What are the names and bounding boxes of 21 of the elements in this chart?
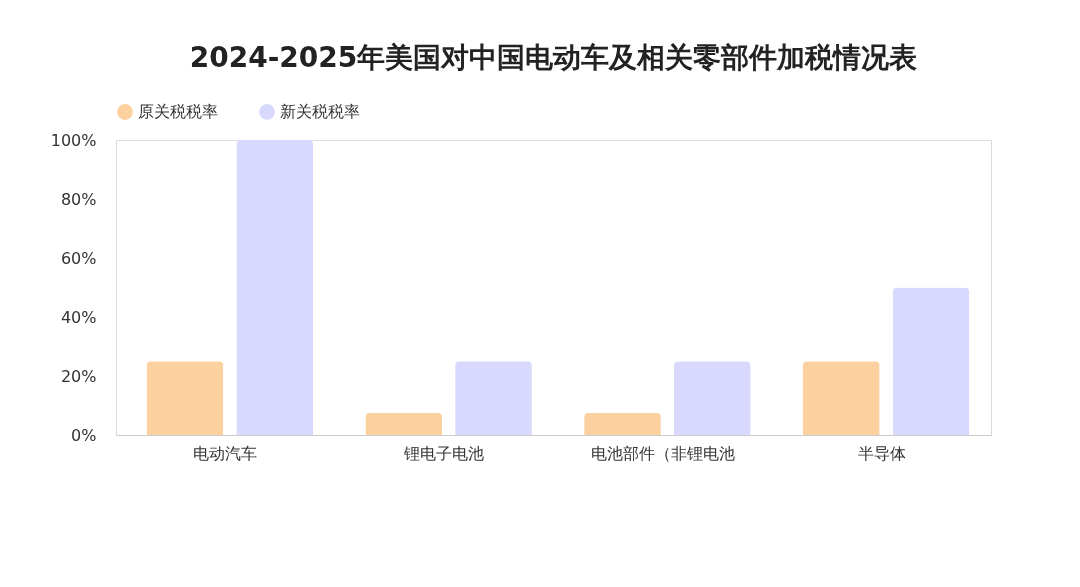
bar [892,287,970,435]
y-tick-label: 80% [60,189,97,209]
x-tick-label: 电池部件（非锂电池 [590,443,735,463]
chart-title: 2024-2025年美国对中国电动车及相关零部件加税情况表 [189,41,918,74]
y-tick-label: 60% [60,248,97,268]
bar [146,361,224,435]
x-tick-label: 电动汽车 [193,443,258,463]
bar [236,140,314,435]
bar [455,361,532,435]
x-tick-label: 锂电子电池 [403,443,485,463]
legend-label: 新关税税率 [280,102,360,121]
y-tick-label: 20% [60,366,97,386]
bar [584,412,661,435]
bar [673,361,751,435]
bar [365,412,443,435]
y-tick-label: 0% [71,425,97,445]
y-tick-label: 40% [60,307,97,327]
legend-label: 原关税税率 [138,102,218,121]
bar [802,361,880,435]
y-tick-label: 100% [50,130,97,150]
x-tick-label: 半导体 [857,443,906,463]
